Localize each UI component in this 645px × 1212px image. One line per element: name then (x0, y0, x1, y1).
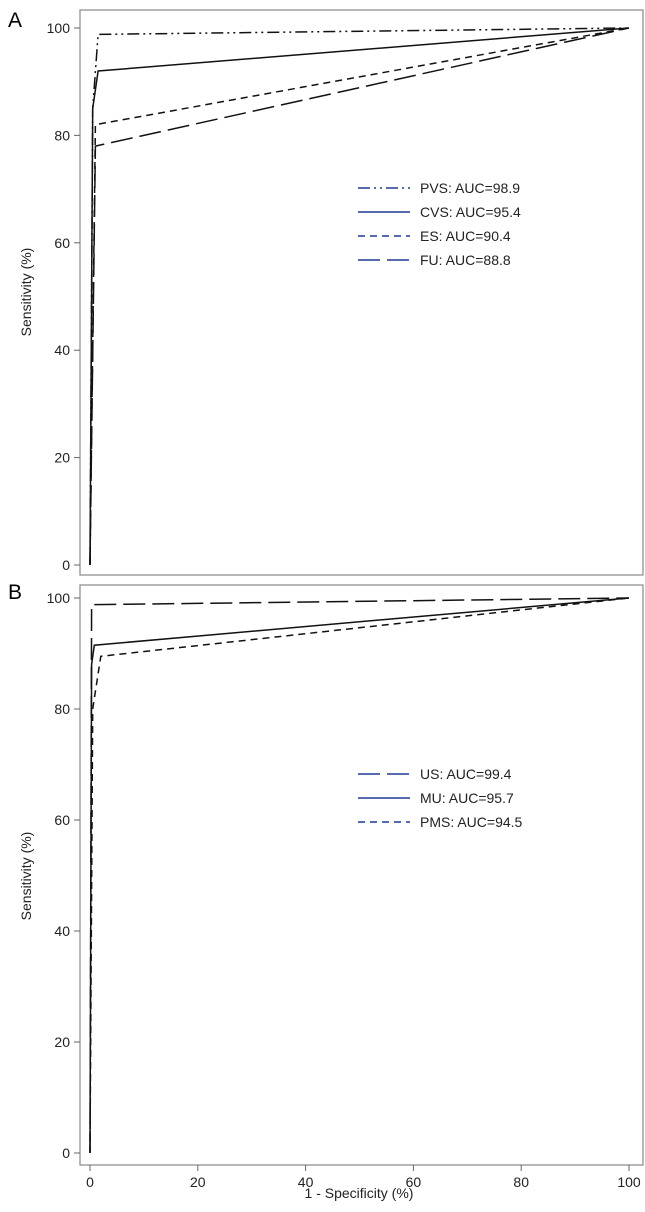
roc-panel-a: A Sensitivity (%) 0 20 40 60 80 100 PVS: AUC=… (8, 9, 644, 576)
legend-a: PVS: AUC=98.9 CVS: AUC=95.4 ES: AUC=90.4 FU… (358, 180, 521, 268)
y-tick-label: 0 (62, 1145, 70, 1161)
y-tick-label: 80 (54, 127, 70, 143)
x-axis-label: 1 - Specificity (%) (305, 1185, 414, 1201)
x-tick-label: 60 (406, 1174, 422, 1190)
panel-letter-b: B (8, 581, 22, 604)
x-tick-label: 0 (86, 1174, 94, 1190)
x-tick-label: 100 (617, 1174, 641, 1190)
y-tick-label: 60 (54, 812, 70, 828)
legend-label-a-2: ES: AUC=90.4 (420, 228, 511, 244)
y-tick-label: 60 (54, 235, 70, 251)
roc-curve-a-2 (89, 27, 630, 566)
x-tick-label: 40 (298, 1174, 314, 1190)
legend-label-a-3: FU: AUC=88.8 (420, 252, 511, 268)
roc-curve-a-3 (89, 27, 630, 566)
x-tick-label: 20 (190, 1174, 206, 1190)
y-tick-label: 40 (54, 342, 70, 358)
legend-label-b-2: PMS: AUC=94.5 (420, 814, 523, 830)
legend-label-a-0: PVS: AUC=98.9 (420, 180, 520, 196)
y-tick-label: 40 (54, 923, 70, 939)
y-tick-label: 20 (54, 450, 70, 466)
y-axis-label-b: Sensitivity (%) (18, 832, 34, 921)
legend-label-b-1: MU: AUC=95.7 (420, 790, 514, 806)
y-ticks-b: 0 20 40 60 80 100 (47, 590, 80, 1161)
y-tick-label: 80 (54, 701, 70, 717)
y-axis-label-a: Sensitivity (%) (18, 248, 34, 337)
roc-curve-b-2 (89, 597, 630, 1154)
legend-label-b-0: US: AUC=99.4 (420, 766, 512, 782)
legend-label-a-1: CVS: AUC=95.4 (420, 204, 521, 220)
roc-panel-b: B Sensitivity (%) 0 20 40 60 80 100 0 20 40 60 80… (8, 581, 644, 1190)
x-ticks-b: 0 20 40 60 80 100 (86, 1165, 641, 1190)
roc-curve-b-1 (89, 597, 630, 1154)
y-tick-label: 0 (62, 557, 70, 573)
x-tick-label: 80 (513, 1174, 529, 1190)
y-ticks-a: 0 20 40 60 80 100 (47, 20, 80, 573)
roc-curve-a-0 (89, 27, 630, 566)
legend-b: US: AUC=99.4 MU: AUC=95.7 PMS: AUC=94.5 (358, 766, 523, 830)
roc-curve-b-0 (89, 597, 630, 1154)
y-tick-label: 100 (47, 20, 71, 36)
plot-frame-b (79, 584, 644, 1166)
y-tick-label: 20 (54, 1034, 70, 1050)
series-group-b (89, 597, 630, 1154)
panel-letter-a: A (8, 9, 22, 32)
plot-frame-a (79, 9, 644, 576)
series-group-a (89, 27, 630, 566)
roc-curve-a-1 (89, 27, 630, 566)
y-tick-label: 100 (47, 590, 71, 606)
